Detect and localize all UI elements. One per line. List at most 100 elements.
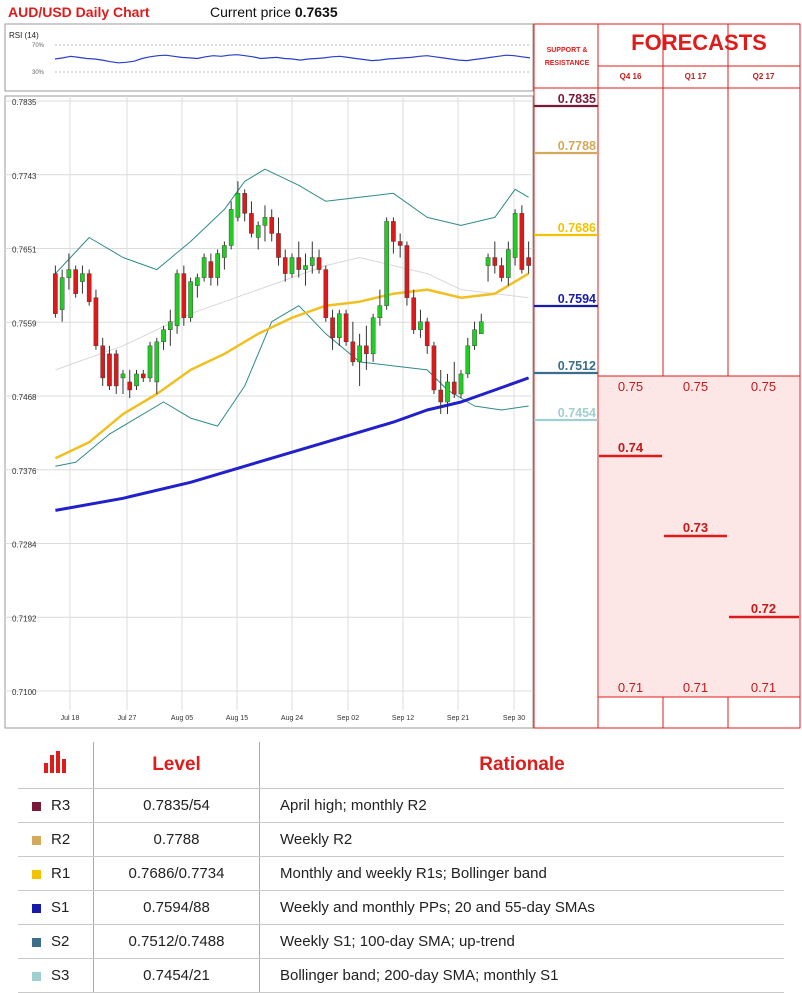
candle-body	[201, 257, 207, 278]
candle-body	[242, 193, 247, 214]
candle-body	[66, 269, 72, 278]
level-value-cell: 0.7835/54	[93, 788, 260, 823]
candle-body	[107, 353, 112, 387]
level-color-swatch	[32, 971, 41, 981]
candle-body	[364, 345, 369, 355]
forecasts-heading: FORECASTS	[631, 30, 767, 55]
candle-body	[222, 245, 227, 258]
candle-body	[181, 273, 187, 318]
level-key: S2	[51, 933, 70, 950]
candle-body	[161, 329, 166, 343]
levels-table-row: S2 0.7512/0.7488 Weekly S1; 100-day SMA; u…	[18, 924, 784, 959]
candle-body	[249, 213, 254, 234]
x-tick-label: Aug 24	[281, 715, 303, 722]
candle-body	[323, 269, 329, 318]
x-tick-label: Aug 15	[226, 715, 248, 722]
candle-body	[100, 345, 106, 379]
level-value-cell: 0.7686/0.7734	[93, 856, 260, 891]
level-key-cell: S3	[18, 958, 94, 993]
y-tick-label: 0.7835	[12, 98, 37, 107]
candle-body	[343, 313, 349, 343]
levels-table: Level Rationale R3 0.7835/54 April high; m…	[18, 742, 784, 993]
level-key-cell: S2	[18, 924, 94, 959]
level-rationale-cell: Weekly and monthly PPs; 20 and 55-day SM…	[259, 890, 784, 925]
forecast-mid-q1: 0.73	[682, 520, 709, 535]
level-key-cell: R3	[18, 788, 94, 823]
forecast-low-q2: 0.71	[750, 680, 777, 695]
candle-body	[93, 297, 99, 347]
level-rationale-cell: Monthly and weekly R1s; Bollinger band	[259, 856, 784, 891]
bar-chart-icon	[18, 742, 94, 789]
candle-body	[228, 209, 234, 246]
candle-body	[86, 273, 92, 302]
candle-body	[134, 373, 139, 387]
candle-body	[418, 321, 423, 330]
levels-table-row: R3 0.7835/54 April high; monthly R2	[18, 788, 784, 823]
candle-body	[289, 257, 295, 274]
candle-body	[73, 269, 78, 294]
candle-body	[53, 273, 58, 314]
level-rationale-cell: Weekly R2	[259, 822, 784, 857]
forecast-high-q1: 0.75	[682, 379, 709, 394]
candle-body	[397, 241, 403, 246]
levels-table-row: S3 0.7454/21 Bollinger band; 200-day SMA; …	[18, 958, 784, 993]
current-price-label: Current price	[210, 4, 291, 20]
candle-body	[276, 233, 281, 258]
candle-body	[316, 257, 322, 270]
level-color-swatch	[32, 869, 41, 879]
forecast-mid-q2: 0.72	[750, 601, 777, 616]
candle-body	[492, 257, 498, 266]
level-color-swatch	[32, 801, 41, 811]
sma-yellow-line	[54, 272, 530, 460]
main-chart-frame	[4, 95, 534, 729]
candle-body	[262, 217, 268, 226]
candle-body	[458, 373, 464, 395]
candle-body	[485, 257, 491, 266]
y-tick-label: 0.7376	[12, 467, 37, 476]
candle-body	[127, 381, 133, 391]
candle-body	[377, 305, 383, 318]
candle-body	[506, 249, 511, 278]
x-tick-label: Sep 02	[337, 715, 359, 722]
candle-body	[337, 313, 342, 339]
levels-table-header: Level Rationale	[18, 742, 784, 789]
y-tick-label: 0.7284	[12, 541, 37, 550]
forecast-high-q2: 0.75	[750, 379, 777, 394]
candle-body	[411, 297, 416, 330]
candle-body	[269, 217, 275, 234]
sr-heading: SUPPORT & RESISTANCE	[544, 47, 590, 67]
candle-body	[303, 265, 308, 270]
quarter-label-q2: Q2 17	[752, 72, 775, 81]
rsi-upper-label: 70%	[32, 43, 45, 49]
x-tick-label: Aug 05	[171, 715, 193, 722]
bollinger-upper-line	[55, 168, 529, 274]
candle-body	[147, 345, 153, 379]
chart-canvas: RSI (14) 70% 30% 0.7835 0.7743 0.7651 0.755…	[4, 23, 801, 729]
candle-body	[309, 257, 315, 266]
candle-body	[80, 273, 85, 282]
candle-body	[208, 261, 214, 278]
candle-body	[59, 277, 65, 310]
candle-body	[188, 281, 193, 318]
candle-body	[255, 225, 261, 238]
rsi-line	[54, 54, 531, 64]
level-label-s2: 0.7512	[558, 359, 596, 373]
candle-body	[384, 221, 389, 306]
candle-body	[479, 321, 484, 334]
level-column-header: Level	[93, 742, 260, 789]
level-key: R3	[51, 797, 71, 814]
candle-body	[330, 317, 335, 339]
candle-body	[445, 381, 450, 403]
level-key: S3	[51, 967, 70, 984]
forecast-mid-q4: 0.74	[617, 440, 644, 455]
quarter-label-q1: Q1 17	[684, 72, 707, 81]
candle-body	[431, 345, 437, 391]
x-tick-label: Jul 27	[118, 715, 137, 722]
y-tick-label: 0.7651	[12, 246, 37, 255]
candle-body	[195, 277, 200, 286]
candle-body	[215, 253, 220, 278]
level-key-cell: S1	[18, 890, 94, 925]
x-tick-label: Jul 18	[61, 715, 80, 722]
candle-body	[296, 257, 302, 270]
level-label-s3: 0.7454	[558, 406, 596, 420]
